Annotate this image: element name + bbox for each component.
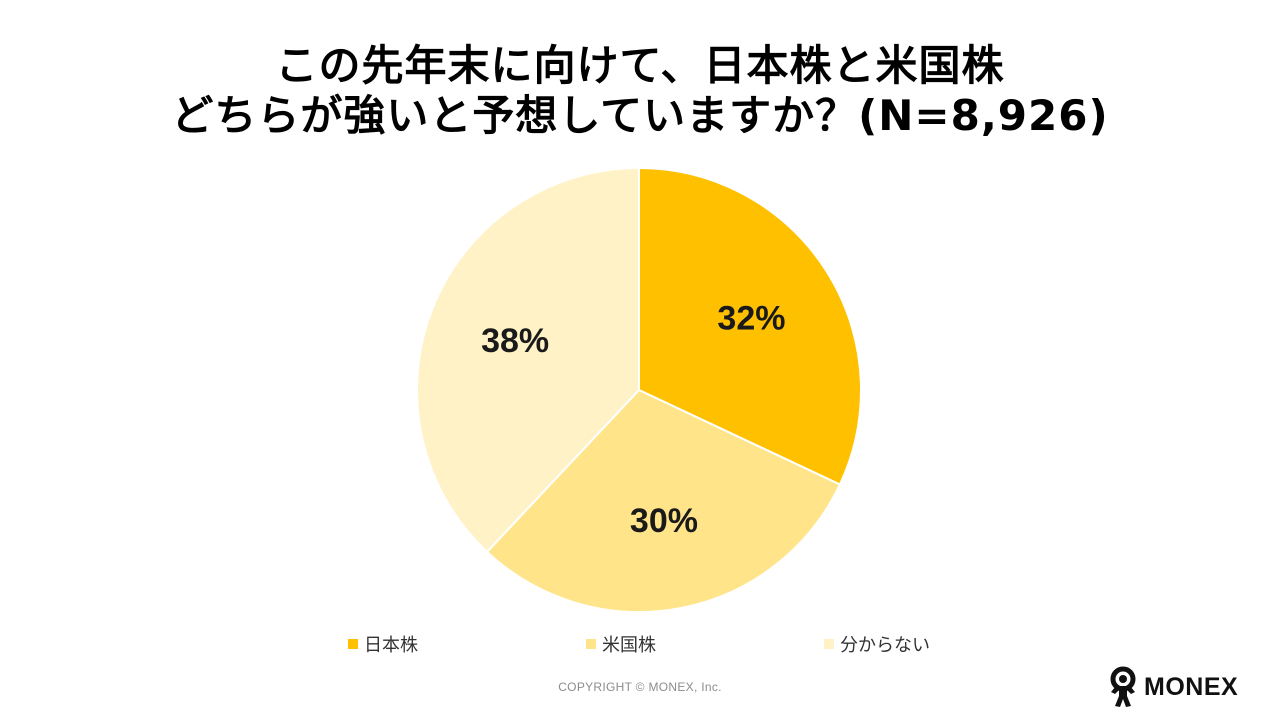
- monex-person-icon: [1110, 666, 1136, 707]
- monex-logo: MONEX: [1106, 666, 1238, 708]
- pie-label-us: 30%: [630, 502, 698, 540]
- chart-title-line2: どちらが強いと予想していますか？(N=8,926): [171, 91, 1109, 140]
- legend-item-unknown: 分からない: [824, 630, 930, 658]
- pie-slice-unknown: [416, 166, 640, 554]
- legend-item-us: 米国株: [586, 630, 656, 658]
- pie-labels: 32% 30% 38%: [481, 300, 785, 540]
- pie-label-unknown: 38%: [481, 322, 549, 360]
- pie-slice-us: [485, 388, 842, 613]
- pie-slices: [416, 166, 862, 613]
- legend-label-japan: 日本株: [364, 635, 418, 656]
- legend-item-japan: 日本株: [348, 630, 418, 658]
- legend-swatch-us: [586, 639, 596, 649]
- legend-swatch-japan: [348, 639, 358, 649]
- copyright-text: COPYRIGHT © MONEX, Inc.: [558, 680, 722, 694]
- chart-title-line1: この先年末に向けて、日本株と米国株: [275, 41, 1005, 90]
- legend: 日本株 米国株 分からない: [0, 630, 1280, 658]
- legend-label-us: 米国株: [602, 635, 656, 656]
- legend-swatch-unknown: [824, 639, 834, 649]
- legend-label-unknown: 分からない: [840, 635, 930, 656]
- pie-slice-japan: [638, 166, 862, 486]
- logo-text: MONEX: [1144, 672, 1239, 701]
- pie-label-japan: 32%: [717, 300, 785, 338]
